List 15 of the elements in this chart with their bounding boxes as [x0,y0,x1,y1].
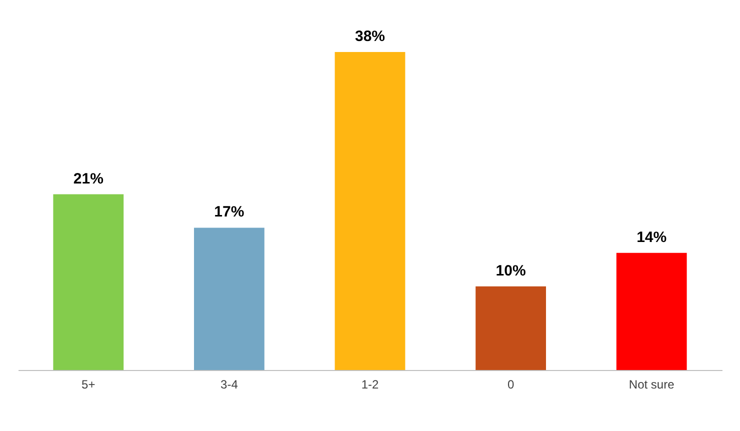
x-tick-label: Not sure [628,378,675,392]
x-tick-label: 1-2 [361,378,379,392]
x-tick-label: 3-4 [220,378,238,392]
data-label: 14% [636,228,667,246]
x-tick-label: 5+ [82,378,96,392]
bar [616,252,687,370]
data-label: 38% [354,28,386,45]
bar [53,194,124,370]
x-tick-label: 0 [507,378,514,392]
bar [334,52,406,370]
bar [476,286,546,370]
data-label: 10% [496,262,526,280]
data-label: 21% [73,170,104,188]
bar [194,228,264,370]
data-label: 17% [214,204,244,221]
